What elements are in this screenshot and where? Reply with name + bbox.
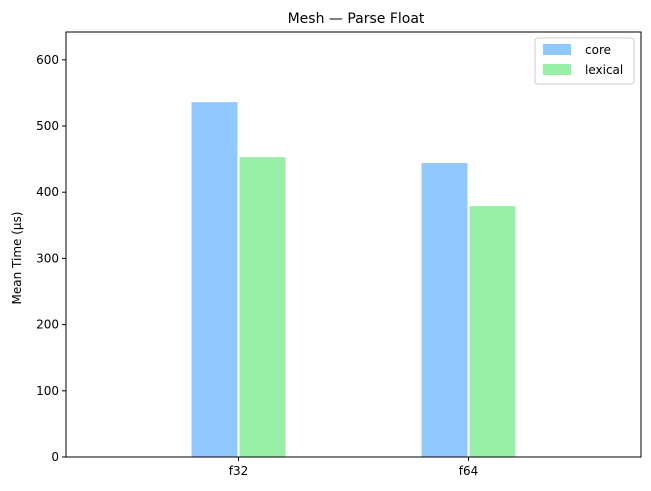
bar-core-f64 xyxy=(421,163,468,457)
y-tick-label: 400 xyxy=(36,185,59,199)
y-tick-label: 500 xyxy=(36,119,59,133)
legend-swatch-core xyxy=(543,44,571,55)
x-tick-label: f64 xyxy=(459,464,479,478)
y-tick-label: 200 xyxy=(36,318,59,332)
bar-core-f32 xyxy=(191,102,238,458)
legend: core lexical xyxy=(534,37,635,85)
y-tick-label: 100 xyxy=(36,384,59,398)
legend-label-lexical: lexical xyxy=(585,63,623,77)
y-tick-label: 0 xyxy=(51,450,59,464)
plot-frame xyxy=(65,31,642,458)
legend-label-core: core xyxy=(585,43,611,57)
chart-title: Mesh — Parse Float xyxy=(288,11,425,27)
y-tick-label: 300 xyxy=(36,251,59,265)
bar-lexical-f32 xyxy=(239,157,286,457)
bar-lexical-f64 xyxy=(469,206,516,457)
x-tick-label: f32 xyxy=(229,464,249,478)
y-axis-label: Mean Time (μs) xyxy=(10,212,24,305)
legend-swatch-lexical xyxy=(543,64,571,75)
y-tick-label: 600 xyxy=(36,53,59,67)
